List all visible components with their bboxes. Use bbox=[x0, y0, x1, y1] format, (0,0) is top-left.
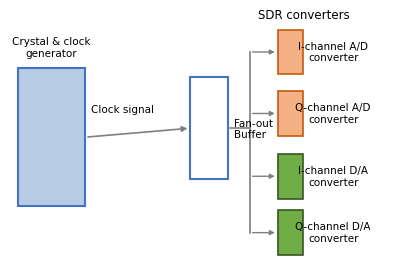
FancyBboxPatch shape bbox=[278, 154, 303, 199]
Text: SDR converters: SDR converters bbox=[258, 9, 349, 22]
Text: I-channel D/A
converter: I-channel D/A converter bbox=[298, 166, 368, 188]
Text: Clock signal: Clock signal bbox=[91, 105, 154, 116]
FancyBboxPatch shape bbox=[278, 30, 303, 74]
Text: I-channel A/D
converter: I-channel A/D converter bbox=[298, 42, 368, 63]
Text: Crystal & clock
generator: Crystal & clock generator bbox=[12, 37, 91, 59]
FancyBboxPatch shape bbox=[190, 77, 228, 179]
Text: Fan-out
Buffer: Fan-out Buffer bbox=[234, 119, 273, 140]
Text: Q-channel D/A
converter: Q-channel D/A converter bbox=[296, 222, 371, 244]
FancyBboxPatch shape bbox=[278, 210, 303, 255]
Text: Q-channel A/D
converter: Q-channel A/D converter bbox=[296, 103, 371, 125]
FancyBboxPatch shape bbox=[18, 68, 85, 206]
FancyBboxPatch shape bbox=[278, 91, 303, 136]
